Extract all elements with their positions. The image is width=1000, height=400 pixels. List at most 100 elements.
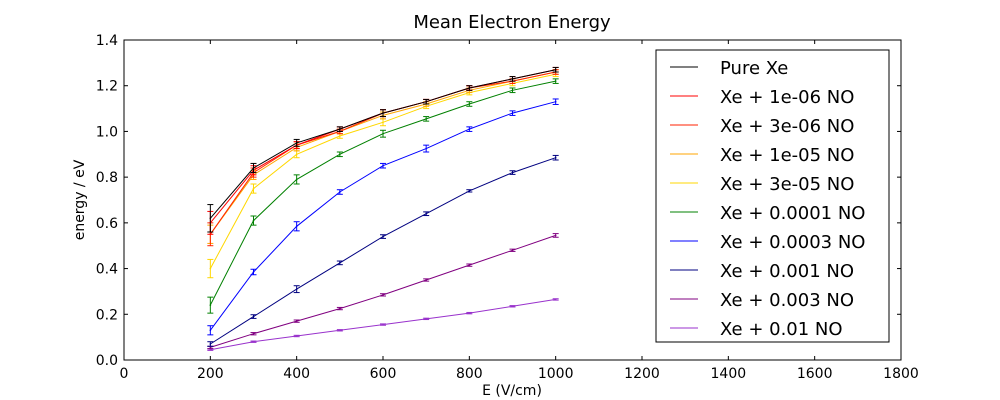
legend-label: Xe + 1e-05 NO xyxy=(720,145,854,166)
data-point xyxy=(382,132,384,135)
data-point xyxy=(209,348,212,351)
data-point xyxy=(511,171,514,174)
data-point xyxy=(554,234,557,237)
legend: Pure Xe Xe + 1e-06 NO Xe + 3e-06 NO Xe + 1e… xyxy=(655,49,890,343)
y-tick-label: 0.4 xyxy=(96,262,118,278)
data-point xyxy=(425,100,427,103)
y-tick-label: 1.2 xyxy=(96,79,118,95)
y-tick-label: 0.8 xyxy=(96,170,118,186)
data-point xyxy=(252,332,255,335)
data-point xyxy=(295,225,298,228)
legend-label: Xe + 1e-06 NO xyxy=(720,87,854,108)
x-tick-label: 1600 xyxy=(797,366,833,382)
series-5 xyxy=(207,78,559,314)
data-point xyxy=(252,167,255,169)
legend-label: Xe + 0.01 NO xyxy=(720,319,843,340)
data-point xyxy=(339,191,341,193)
data-point xyxy=(382,235,384,238)
y-tick-label: 0.0 xyxy=(96,353,118,369)
y-tick-label: 0.2 xyxy=(96,307,118,323)
series-6 xyxy=(207,98,559,336)
data-point xyxy=(468,87,471,89)
data-point xyxy=(295,335,298,337)
data-point xyxy=(339,262,341,264)
y-tick-label: 0.6 xyxy=(96,216,118,232)
legend-label: Xe + 3e-05 NO xyxy=(720,174,854,195)
data-point xyxy=(468,264,471,266)
data-point xyxy=(295,288,298,290)
data-point xyxy=(295,178,298,181)
plot-frame xyxy=(123,39,902,361)
data-point xyxy=(511,78,514,80)
series-7 xyxy=(207,154,559,347)
x-tick-label: 1400 xyxy=(711,366,747,382)
data-point xyxy=(468,103,471,105)
data-point xyxy=(252,315,255,318)
data-point xyxy=(468,312,471,314)
legend-label: Pure Xe xyxy=(720,58,788,79)
data-point xyxy=(339,307,341,310)
data-point xyxy=(468,190,471,192)
x-tick-label: 1000 xyxy=(538,366,574,382)
data-point xyxy=(511,112,514,114)
data-point xyxy=(209,329,212,332)
data-point xyxy=(425,212,427,215)
data-point xyxy=(554,68,557,71)
data-point xyxy=(209,267,212,270)
data-point xyxy=(468,128,471,130)
data-point xyxy=(295,142,298,144)
data-point xyxy=(554,100,557,103)
data-point xyxy=(339,128,341,130)
data-point xyxy=(252,219,255,222)
data-point xyxy=(209,346,212,349)
chart-title: Mean Electron Energy xyxy=(413,12,611,33)
data-point xyxy=(425,118,427,120)
legend-label: Xe + 0.0001 NO xyxy=(720,203,865,224)
series-layer xyxy=(207,66,559,351)
data-point xyxy=(209,217,212,220)
series-0 xyxy=(207,66,559,233)
legend-label: Xe + 3e-06 NO xyxy=(720,116,854,137)
data-point xyxy=(382,121,384,124)
data-point xyxy=(382,294,384,296)
x-axis-label: E (V/cm) xyxy=(482,383,542,399)
legend-label: Xe + 0.003 NO xyxy=(720,290,854,311)
data-point xyxy=(252,340,255,343)
data-point xyxy=(425,318,427,320)
data-point xyxy=(252,271,255,273)
legend-box xyxy=(655,49,890,343)
x-tick-label: 400 xyxy=(283,366,310,382)
data-point xyxy=(339,329,341,332)
data-point xyxy=(554,298,557,301)
data-point xyxy=(554,156,557,159)
x-tick-label: 0 xyxy=(120,366,129,382)
data-point xyxy=(295,153,298,156)
x-tick-label: 1200 xyxy=(624,366,660,382)
data-point xyxy=(382,323,384,326)
data-point xyxy=(209,304,212,306)
x-tick-label: 1800 xyxy=(883,366,919,382)
axes-layer: 0 200 400 600 800 1000 1200 1400 1600 1800 0.0 0.2 0… xyxy=(96,33,919,382)
data-point xyxy=(554,80,557,82)
series-8 xyxy=(207,233,559,350)
y-tick-label: 1.4 xyxy=(96,33,118,49)
data-point xyxy=(425,279,427,281)
data-point xyxy=(295,320,298,322)
legend-label: Xe + 0.001 NO xyxy=(720,261,854,282)
y-axis-label: energy / eV xyxy=(72,159,88,240)
legend-label: Xe + 0.0003 NO xyxy=(720,232,865,253)
x-tick-label: 600 xyxy=(370,366,397,382)
data-point xyxy=(511,305,514,308)
data-point xyxy=(511,249,514,252)
data-point xyxy=(339,135,341,137)
x-tick-label: 200 xyxy=(197,366,224,382)
data-point xyxy=(339,153,341,156)
data-point xyxy=(425,147,427,150)
y-tick-label: 1.0 xyxy=(96,124,118,140)
data-point xyxy=(382,112,384,114)
data-point xyxy=(252,187,255,190)
data-point xyxy=(511,89,514,92)
data-point xyxy=(382,164,384,167)
data-point xyxy=(209,343,212,345)
